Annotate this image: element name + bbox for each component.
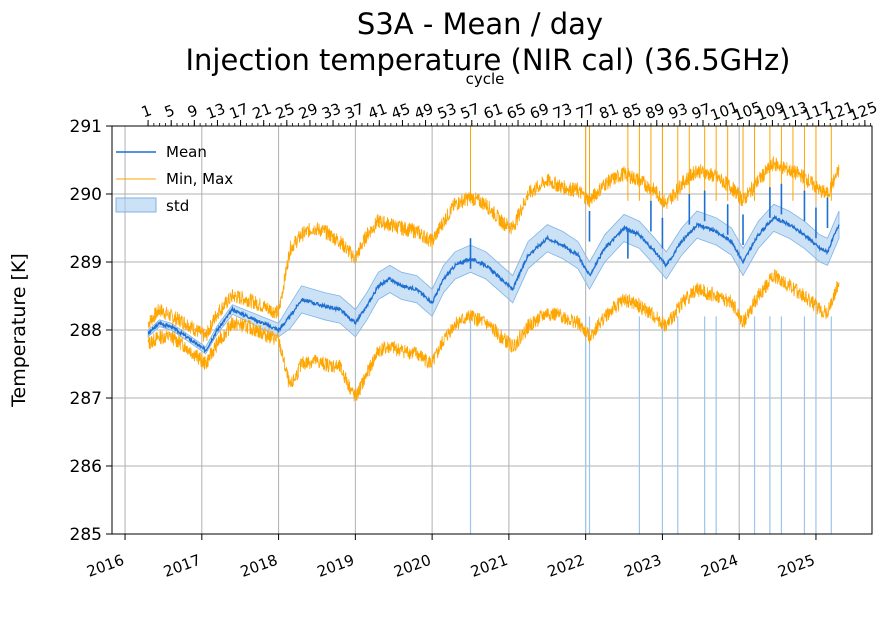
cycle-tick-label: 41 bbox=[366, 100, 390, 123]
x-tick-label: 2024 bbox=[699, 551, 741, 581]
cycle-tick-label: 13 bbox=[204, 100, 228, 123]
x-tick-label: 2021 bbox=[468, 551, 510, 581]
cycle-tick-label: 85 bbox=[620, 100, 644, 123]
cycle-tick-label: 49 bbox=[412, 100, 436, 123]
y-tick-label: 290 bbox=[70, 185, 102, 205]
min-series-line bbox=[147, 269, 840, 402]
y-axis: 285 286 287 288 289 290 291 bbox=[70, 117, 112, 545]
mean-series-line bbox=[147, 214, 840, 354]
cycle-tick-label: 5 bbox=[162, 101, 177, 121]
y-tick-label: 287 bbox=[70, 389, 102, 409]
cycle-tick-label: 57 bbox=[458, 100, 482, 123]
cycle-tick-label: 97 bbox=[689, 100, 713, 123]
chart-title-line2: Injection temperature (NIR cal) (36.5GHz… bbox=[186, 43, 791, 77]
cycle-tick-label: 21 bbox=[250, 100, 274, 123]
legend-minmax-label: Min, Max bbox=[166, 170, 233, 188]
cycle-tick-label: 89 bbox=[643, 100, 667, 123]
std-band-group bbox=[147, 203, 840, 355]
x-tick-label: 2020 bbox=[391, 551, 433, 581]
cycle-tick-label: 9 bbox=[185, 101, 200, 121]
std-band bbox=[147, 203, 840, 355]
y-axis-label: Temperature [K] bbox=[8, 253, 30, 408]
x-tick-label: 2017 bbox=[161, 551, 203, 581]
x-tick-label: 2022 bbox=[545, 551, 587, 581]
legend-std-label: std bbox=[166, 197, 189, 215]
chart-title-line1: S3A - Mean / day bbox=[357, 7, 603, 41]
cycle-tick-label: 37 bbox=[342, 100, 366, 123]
cycle-tick-label: 93 bbox=[666, 100, 690, 123]
cycle-tick-label: 65 bbox=[504, 100, 528, 123]
top-axis-label: cycle bbox=[466, 70, 505, 88]
cycle-tick-label: 77 bbox=[574, 100, 598, 123]
cycle-tick-label: 69 bbox=[527, 100, 551, 123]
cycle-tick-label: 81 bbox=[597, 100, 621, 123]
cycle-tick-label: 45 bbox=[389, 100, 413, 123]
x-tick-label: 2016 bbox=[84, 551, 126, 581]
std-spikes-group bbox=[469, 316, 832, 534]
cycle-tick-label: 29 bbox=[296, 100, 320, 123]
x-tick-label: 2023 bbox=[622, 551, 664, 581]
x-tick-label: 2018 bbox=[238, 551, 280, 581]
cycle-tick-label: 33 bbox=[319, 100, 343, 123]
cycle-tick-label: 1 bbox=[139, 101, 154, 121]
cycle-tick-label: 17 bbox=[227, 100, 251, 123]
max-series-line bbox=[147, 156, 840, 342]
x-axis-bottom: 2016 2017 2018 2019 2020 2021 2022 2023 2024 2025 bbox=[84, 534, 817, 581]
y-tick-label: 288 bbox=[70, 321, 102, 341]
x-tick-label: 2019 bbox=[315, 551, 357, 581]
y-tick-label: 285 bbox=[70, 525, 102, 545]
cycle-tick-label: 61 bbox=[481, 100, 505, 123]
legend: Mean Min, Max std bbox=[115, 143, 233, 215]
x-axis-top-cycles: 1 5 9 13 17 21 25 29 33 37 41 45 49 53 57 61 65 69 73 77 81 8… bbox=[139, 98, 880, 126]
y-tick-label: 289 bbox=[70, 253, 102, 273]
legend-mean-label: Mean bbox=[166, 143, 207, 161]
mean-series-group bbox=[147, 183, 840, 354]
legend-std-swatch bbox=[115, 197, 157, 213]
y-tick-label: 286 bbox=[70, 457, 102, 477]
minmax-series-group bbox=[147, 126, 840, 402]
y-tick-label: 291 bbox=[70, 117, 102, 137]
cycle-tick-label: 73 bbox=[551, 100, 575, 123]
cycle-tick-label: 25 bbox=[273, 100, 297, 123]
x-tick-label: 2025 bbox=[775, 551, 817, 581]
cycle-tick-label: 53 bbox=[435, 100, 459, 123]
